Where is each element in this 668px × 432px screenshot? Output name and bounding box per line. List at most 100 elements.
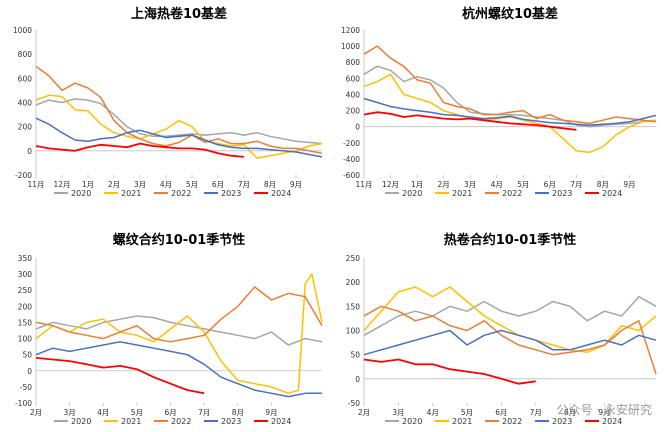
legend-label-2022: 2022 <box>171 189 191 198</box>
y-tick-label: 1000 <box>13 26 32 35</box>
y-tick-label: 1000 <box>341 42 360 51</box>
x-tick-label: 3月 <box>464 180 476 189</box>
x-tick-label: 3月 <box>64 408 76 417</box>
legend-label-2021: 2021 <box>121 417 141 426</box>
series-line-2022 <box>35 286 323 343</box>
legend-label-2024: 2024 <box>602 189 622 198</box>
x-tick-label: 9月 <box>290 180 302 189</box>
x-tick-label: 7月 <box>198 408 210 417</box>
x-tick-label: 1月 <box>82 180 94 189</box>
y-tick-label: 350 <box>18 254 33 263</box>
legend-label-2020: 2020 <box>402 417 422 426</box>
series-line-2024 <box>35 142 245 158</box>
legend-label-2021: 2021 <box>452 189 472 198</box>
x-tick-label: 6月 <box>544 180 556 189</box>
chart-panel-2: 杭州螺纹10基差 -600 -400 -200 0 200 400 600 800 1000 120… <box>341 6 657 198</box>
legend-label-2020: 2020 <box>71 417 91 426</box>
y-tick-label: 50 <box>22 351 32 360</box>
x-tick-label: 1月 <box>411 180 423 189</box>
series-line-2022 <box>35 65 323 155</box>
legend-label-2024: 2024 <box>602 417 622 426</box>
series-line-2023 <box>35 341 322 398</box>
x-tick-label: 3月 <box>392 408 404 417</box>
legend-label-2023: 2023 <box>552 189 572 198</box>
y-tick-label: -100 <box>15 399 32 408</box>
series-line-2020 <box>35 98 323 145</box>
x-tick-label: 7月 <box>530 408 542 417</box>
x-tick-label: 2月 <box>437 180 449 189</box>
y-tick-label: 1200 <box>341 26 360 35</box>
x-tick-label: 5月 <box>186 180 198 189</box>
chart-title: 上海热卷10基差 <box>131 6 227 22</box>
x-tick-label: 7月 <box>238 180 250 189</box>
legend-label-2023: 2023 <box>552 417 572 426</box>
x-tick-label: 5月 <box>461 408 473 417</box>
legend-label-2024: 2024 <box>271 189 291 198</box>
y-tick-label: 300 <box>18 270 33 279</box>
series-line-2020 <box>363 65 657 128</box>
x-tick-label: 8月 <box>564 408 576 417</box>
x-tick-label: 3月 <box>134 180 146 189</box>
legend-label-2024: 2024 <box>271 417 291 426</box>
legend-label-2020: 2020 <box>71 189 91 198</box>
x-tick-label: 12月 <box>53 180 70 189</box>
x-tick-label: 9月 <box>598 408 610 417</box>
y-tick-label: 150 <box>18 318 33 327</box>
y-tick-label: 250 <box>18 286 33 295</box>
x-tick-label: 4月 <box>491 180 503 189</box>
y-tick-label: 0 <box>355 375 360 384</box>
watermark: 公众号 · 永安研究 <box>556 403 652 417</box>
y-tick-label: 600 <box>18 74 33 83</box>
x-tick-label: 7月 <box>570 180 582 189</box>
x-tick-label: 12月 <box>382 180 399 189</box>
series-line-2021 <box>363 73 657 154</box>
y-tick-label: 200 <box>18 302 33 311</box>
x-tick-label: 2月 <box>108 180 120 189</box>
y-tick-label: 200 <box>18 123 33 132</box>
chart-panel-4: 热卷合约10-01季节性 -50 0 50 100 150 200 250 2月 3月 4月 5月 6月… <box>346 232 657 426</box>
x-tick-label: 9月 <box>623 180 635 189</box>
chart-title: 热卷合约10-01季节性 <box>444 232 577 248</box>
x-tick-label: 6月 <box>164 408 176 417</box>
y-tick-label: 100 <box>346 327 361 336</box>
chart-title: 螺纹合约10-01季节性 <box>113 232 246 248</box>
series-line-2020 <box>363 295 657 336</box>
y-tick-label: -50 <box>348 399 360 408</box>
y-tick-label: 0 <box>27 367 32 376</box>
series-line-2023 <box>363 97 657 126</box>
series-line-2023 <box>363 329 657 356</box>
y-tick-label: 800 <box>18 50 33 59</box>
x-tick-label: 5月 <box>131 408 143 417</box>
x-tick-label: 6月 <box>212 180 224 189</box>
x-tick-label: 4月 <box>97 408 109 417</box>
series-line-2023 <box>35 117 323 158</box>
y-tick-label: 400 <box>346 90 361 99</box>
y-tick-label: 200 <box>346 278 361 287</box>
legend-label-2023: 2023 <box>221 189 241 198</box>
legend-label-2022: 2022 <box>502 189 522 198</box>
series-line-2021 <box>35 273 323 395</box>
chart-panel-1: 上海热卷10基差 -200 0 200 400 600 800 1000 11月 12月 1月 2月 3… <box>13 6 323 198</box>
x-tick-label: 11月 <box>355 180 372 189</box>
y-tick-label: 0 <box>355 123 360 132</box>
y-tick-label: -200 <box>343 139 360 148</box>
y-tick-label: 0 <box>27 147 32 156</box>
series-line-2024 <box>363 111 577 131</box>
chart-title: 杭州螺纹10基差 <box>462 6 558 22</box>
chart-panel-3: 螺纹合约10-01季节性 -100 -50 0 50 100 150 200 250 300 350… <box>15 232 323 426</box>
legend-label-2023: 2023 <box>221 417 241 426</box>
x-tick-label: 5月 <box>517 180 529 189</box>
series-line-2022 <box>363 45 657 125</box>
y-tick-label: -50 <box>20 383 32 392</box>
x-tick-label: 6月 <box>495 408 507 417</box>
x-tick-label: 4月 <box>427 408 439 417</box>
y-tick-label: 800 <box>346 58 361 67</box>
y-tick-label: 600 <box>346 74 361 83</box>
legend-label-2022: 2022 <box>171 417 191 426</box>
legend-label-2021: 2021 <box>452 417 472 426</box>
series-line-2022 <box>363 305 657 375</box>
legend-label-2022: 2022 <box>502 417 522 426</box>
y-tick-label: 250 <box>346 254 361 263</box>
y-tick-label: 150 <box>346 302 361 311</box>
